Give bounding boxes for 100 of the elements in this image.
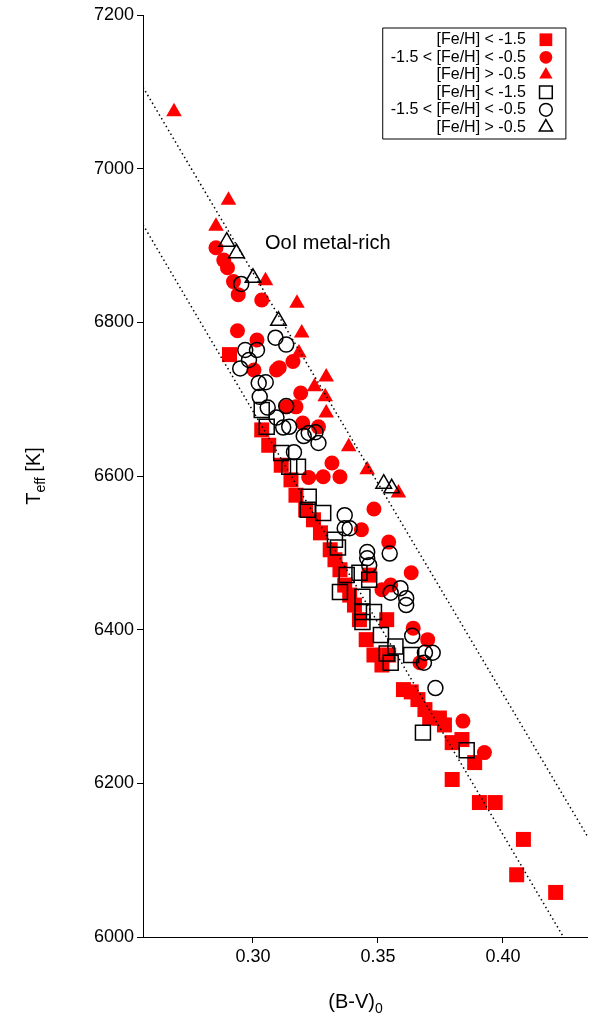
y-tick-label: 6000 xyxy=(93,925,134,946)
point xyxy=(254,292,270,308)
annotation: OoI metal-rich xyxy=(265,230,391,253)
point xyxy=(208,217,224,231)
point xyxy=(358,632,374,648)
point xyxy=(360,571,378,588)
point xyxy=(248,341,266,359)
point xyxy=(240,351,258,369)
point xyxy=(414,724,432,741)
point xyxy=(336,520,353,537)
point xyxy=(326,531,344,549)
x-tick-label: 0.30 xyxy=(235,945,271,966)
y-tick-label: 6600 xyxy=(93,464,134,485)
point xyxy=(250,374,267,392)
point xyxy=(403,565,419,581)
point xyxy=(471,795,487,811)
point xyxy=(315,469,331,485)
point xyxy=(301,470,317,486)
point xyxy=(387,638,404,655)
point xyxy=(221,347,237,363)
point xyxy=(274,419,292,436)
point xyxy=(220,191,237,205)
point xyxy=(397,596,415,614)
y-axis-title: Teff [K] xyxy=(21,447,48,505)
point xyxy=(509,867,525,883)
point xyxy=(427,679,444,697)
point xyxy=(232,275,250,293)
point xyxy=(382,584,399,602)
legend-label: -1.5 < [Fe/H] < -0.5 xyxy=(390,47,526,65)
point xyxy=(272,444,290,462)
point xyxy=(358,549,376,567)
y-tick-label: 7200 xyxy=(93,3,134,24)
point xyxy=(403,627,421,645)
point xyxy=(381,534,397,550)
point xyxy=(353,522,369,538)
point xyxy=(476,745,492,761)
point xyxy=(548,884,564,900)
point xyxy=(280,418,298,436)
point xyxy=(259,399,276,416)
point xyxy=(382,654,399,671)
point xyxy=(358,543,376,561)
point xyxy=(424,644,441,661)
point xyxy=(277,336,295,353)
point xyxy=(280,458,298,476)
legend-label: [Fe/H] < -1.5 xyxy=(436,82,526,100)
y-tick-label: 6800 xyxy=(93,311,134,332)
point xyxy=(515,831,531,847)
point xyxy=(258,418,275,436)
point xyxy=(402,646,420,664)
y-tick-label: 6200 xyxy=(93,772,134,793)
legend-label: [Fe/H] > -0.5 xyxy=(436,117,526,135)
point xyxy=(312,525,328,541)
point xyxy=(166,102,182,117)
point xyxy=(381,545,398,562)
point xyxy=(257,374,274,391)
legend-label: [Fe/H] > -0.5 xyxy=(436,65,526,83)
point xyxy=(332,469,348,485)
point xyxy=(436,717,452,733)
point xyxy=(366,501,382,517)
point xyxy=(293,385,309,401)
point xyxy=(289,458,307,476)
point xyxy=(293,324,310,338)
point xyxy=(219,260,235,276)
point xyxy=(291,344,307,358)
point xyxy=(379,612,395,628)
point xyxy=(444,772,460,787)
point xyxy=(318,404,334,418)
point xyxy=(230,287,246,303)
point xyxy=(231,360,249,377)
point xyxy=(351,564,368,582)
point xyxy=(307,423,324,441)
point xyxy=(229,323,245,339)
point xyxy=(310,434,327,452)
point xyxy=(236,341,254,359)
point xyxy=(295,427,312,445)
point xyxy=(458,742,475,759)
point xyxy=(341,520,358,537)
point xyxy=(354,603,371,621)
point xyxy=(329,539,347,556)
point xyxy=(415,654,433,671)
point xyxy=(354,588,371,605)
x-tick-label: 0.40 xyxy=(485,945,521,966)
point xyxy=(269,311,288,327)
point xyxy=(372,626,390,644)
y-tick-label: 6400 xyxy=(93,618,134,639)
point xyxy=(487,795,503,811)
point xyxy=(314,504,332,522)
point xyxy=(420,632,436,648)
point xyxy=(338,566,355,584)
legend-label: -1.5 < [Fe/H] < -0.5 xyxy=(390,100,526,118)
point xyxy=(354,613,371,631)
point xyxy=(397,589,415,607)
point xyxy=(416,644,434,661)
point xyxy=(289,294,305,308)
point xyxy=(336,506,353,524)
point xyxy=(392,579,409,597)
point xyxy=(253,401,270,419)
point xyxy=(257,271,274,286)
point xyxy=(300,488,317,505)
point xyxy=(455,713,471,729)
